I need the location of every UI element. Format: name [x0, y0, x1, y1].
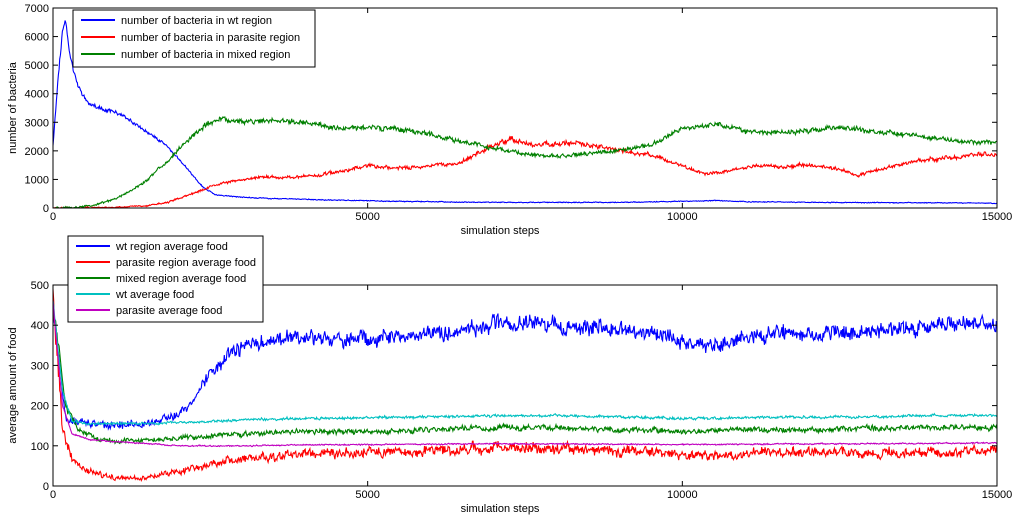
series-line-1 — [53, 308, 997, 431]
axes-frame — [52, 7, 998, 209]
legend-label-5: parasite average food — [116, 305, 222, 317]
series-line-4 — [53, 300, 997, 427]
series-line-3 — [53, 301, 997, 445]
series-layer — [53, 20, 997, 208]
legend-label-2: number of bacteria in parasite region — [121, 32, 300, 44]
series-line-1 — [53, 20, 997, 205]
y-tick-label: 3000 — [25, 117, 49, 129]
y-axis-label: average amount of food — [7, 327, 19, 443]
x-tick-label: 0 — [50, 211, 56, 223]
legend-label-4: wt average food — [115, 289, 194, 301]
y-tick-label: 1000 — [25, 174, 49, 186]
legend: number of bacteria in wt region number of… — [72, 9, 316, 68]
legend-label-2: parasite region average food — [116, 257, 256, 269]
y-axis-label: number of bacteria — [7, 61, 19, 154]
y-tick-label: 500 — [31, 280, 49, 292]
x-tick-label: 0 — [50, 489, 56, 501]
y-tick-label: 300 — [31, 360, 49, 372]
top-chart: 0 5000 10000 15000 0 1000 2000 3000 4000 5000 6000… — [7, 3, 1012, 237]
y-tick-label: 2000 — [25, 146, 49, 158]
series-layer — [53, 289, 997, 482]
x-tick-label: 5000 — [355, 489, 379, 501]
x-tick-label: 10000 — [667, 489, 698, 501]
series-line-2 — [53, 289, 997, 482]
legend: wt region average food parasite region av… — [67, 235, 264, 323]
series-line-5 — [53, 301, 997, 448]
y-tick-label: 4000 — [25, 89, 49, 101]
x-axis-label: simulation steps — [461, 225, 540, 237]
bottom-chart: 0 5000 10000 15000 0 100 200 300 400 500 simulatio… — [7, 235, 1013, 515]
axes-frame — [52, 284, 998, 487]
x-tick-label: 15000 — [982, 211, 1013, 223]
x-axis-label: simulation steps — [461, 503, 540, 515]
legend-label-3: number of bacteria in mixed region — [121, 49, 290, 61]
y-tick-label: 0 — [43, 203, 49, 215]
legend-label-1: number of bacteria in wt region — [121, 15, 272, 27]
x-tick-label: 5000 — [355, 211, 379, 223]
x-tick-label: 15000 — [982, 489, 1013, 501]
legend-label-3: mixed region average food — [116, 273, 246, 285]
y-tick-label: 6000 — [25, 32, 49, 44]
series-line-3 — [53, 116, 997, 208]
y-tick-label: 200 — [31, 401, 49, 413]
y-tick-label: 7000 — [25, 3, 49, 15]
legend-label-1: wt region average food — [115, 241, 228, 253]
series-line-2 — [53, 135, 997, 208]
x-tick-label: 10000 — [667, 211, 698, 223]
y-tick-label: 100 — [31, 441, 49, 453]
y-tick-label: 5000 — [25, 60, 49, 72]
y-tick-label: 400 — [31, 320, 49, 332]
y-tick-label: 0 — [43, 481, 49, 493]
